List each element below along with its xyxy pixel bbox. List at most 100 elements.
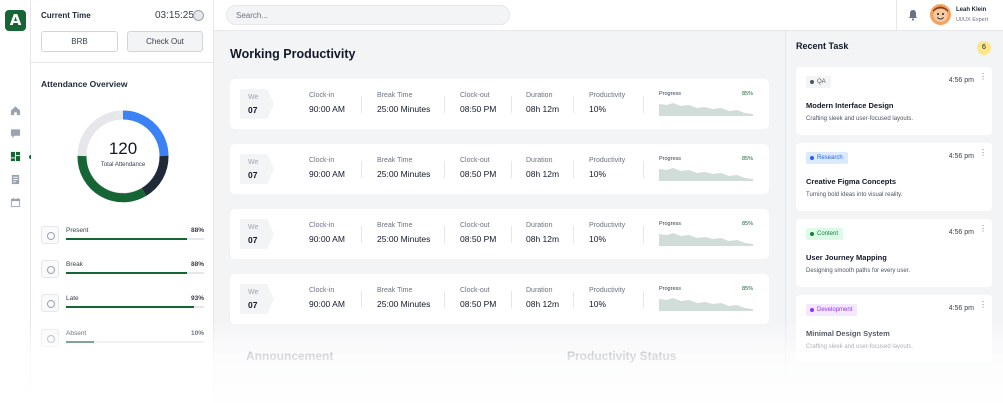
app-logo[interactable]: A — [5, 10, 26, 31]
stat-track — [66, 306, 204, 308]
column-label: Clock-in — [309, 222, 335, 229]
day-badge: We 07 — [240, 154, 274, 184]
progress-sparkline — [659, 298, 753, 311]
total-attendance-label: Total Attendance — [100, 162, 146, 168]
column-divider — [643, 291, 644, 308]
late-icon — [41, 294, 59, 312]
stat-percent: 93% — [190, 295, 204, 302]
task-tag: Research — [806, 152, 848, 164]
duration-column: Duration 08h 12m — [526, 287, 559, 309]
break-time-column: Break Time 25:00 Minutes — [377, 287, 430, 309]
progress-label: Progress — [659, 221, 682, 227]
task-card[interactable]: Content 4:56 pm ⋮ User Journey Mapping Desig… — [796, 219, 992, 287]
brb-button[interactable]: BRB — [41, 31, 118, 52]
break-icon — [41, 260, 59, 278]
day-number: 07 — [248, 170, 258, 180]
working-productivity-title: Working Productivity — [230, 47, 356, 61]
weekday: We — [248, 224, 259, 231]
task-description: Crafting sleek and user-focused layouts. — [806, 116, 914, 122]
more-options-icon[interactable]: ⋮ — [979, 148, 987, 157]
avatar-face-icon — [933, 6, 948, 22]
column-label: Clock-out — [460, 222, 490, 229]
column-value: 25:00 Minutes — [377, 104, 431, 114]
day-badge: We 07 — [240, 284, 274, 314]
column-divider — [361, 226, 362, 243]
column-divider — [511, 291, 512, 308]
column-divider — [361, 161, 362, 178]
weekday: We — [248, 159, 259, 166]
column-label: Clock-out — [460, 287, 490, 294]
task-title: Creative Figma Concepts — [806, 177, 897, 186]
stat-fill — [66, 238, 188, 240]
task-card[interactable]: Research 4:56 pm ⋮ Creative Figma Concepts T… — [796, 143, 992, 211]
task-title: Modern Interface Design — [806, 101, 894, 110]
column-divider — [511, 96, 512, 113]
column-divider — [643, 226, 644, 243]
day-number: 07 — [248, 235, 258, 245]
column-value: 08:50 PM — [460, 299, 497, 309]
stat-track — [66, 238, 204, 240]
productivity-card[interactable]: We 07 Clock-in 90:00 AM Break Time 25:00 Minu… — [230, 144, 769, 194]
attendance-overview-title: Attendance Overview — [41, 79, 128, 89]
present-icon — [41, 226, 59, 244]
column-label: Duration — [526, 92, 553, 99]
break-time-column: Break Time 25:00 Minutes — [377, 92, 430, 114]
stat-break: Break 88% — [41, 260, 204, 280]
column-label: Duration — [526, 287, 553, 294]
progress-percent: 85% — [742, 156, 754, 162]
column-label: Break Time — [377, 287, 413, 294]
topbar-divider — [896, 0, 897, 31]
more-options-icon[interactable]: ⋮ — [979, 224, 987, 233]
task-title: Minimal Design System — [806, 329, 890, 338]
avatar[interactable] — [930, 4, 951, 25]
productivity-column: Productivity 10% — [589, 92, 625, 114]
clock-out-column: Clock-out 08:50 PM — [460, 287, 496, 309]
column-value: 10% — [589, 104, 607, 114]
column-value: 08h 12m — [526, 169, 560, 179]
duration-column: Duration 08h 12m — [526, 222, 559, 244]
column-divider — [444, 226, 445, 243]
current-time-value: 03:15:25 — [155, 10, 194, 21]
column-label: Clock-in — [309, 92, 335, 99]
search-input[interactable] — [226, 5, 510, 25]
productivity-card[interactable]: We 07 Clock-in 90:00 AM Break Time 25:00 Minu… — [230, 274, 769, 324]
calendar-icon[interactable] — [10, 197, 21, 208]
announcement-title: Announcement — [246, 349, 334, 363]
clock-out-column: Clock-out 08:50 PM — [460, 92, 496, 114]
current-time-label: Current Time — [41, 11, 91, 20]
clock-in-column: Clock-in 90:00 AM — [309, 157, 345, 179]
column-label: Duration — [526, 222, 553, 229]
task-card[interactable]: QA 4:56 pm ⋮ Modern Interface Design Craftin… — [796, 67, 992, 135]
chat-icon[interactable] — [10, 128, 21, 139]
stat-name: Absent — [66, 330, 87, 337]
column-value: 08h 12m — [526, 299, 560, 309]
task-tag: Content — [806, 228, 844, 240]
stat-fill — [66, 341, 94, 343]
more-options-icon[interactable]: ⋮ — [979, 72, 987, 81]
bell-icon[interactable] — [907, 9, 919, 21]
productivity-card[interactable]: We 07 Clock-in 90:00 AM Break Time 25:00 Minu… — [230, 79, 769, 129]
dashboard-icon[interactable] — [10, 151, 21, 162]
column-label: Break Time — [377, 92, 413, 99]
weekday: We — [248, 94, 259, 101]
column-value: 25:00 Minutes — [377, 234, 431, 244]
stat-absent: Absent 10% — [41, 329, 204, 349]
document-icon[interactable] — [10, 174, 21, 185]
column-value: 90:00 AM — [309, 299, 345, 309]
column-divider — [444, 96, 445, 113]
attendance-donut-chart — [77, 110, 169, 203]
column-value: 25:00 Minutes — [377, 299, 431, 309]
task-card[interactable]: Development 4:56 pm ⋮ Minimal Design System… — [796, 295, 992, 363]
more-options-icon[interactable]: ⋮ — [979, 300, 987, 309]
user-role: UI/UX Expert — [956, 17, 989, 23]
productivity-status-title: Productivity Status — [567, 349, 677, 363]
day-badge: We 07 — [240, 219, 274, 249]
column-divider — [643, 161, 644, 178]
icon-rail: A — [0, 0, 33, 403]
clock-in-column: Clock-in 90:00 AM — [309, 222, 345, 244]
stat-name: Present — [66, 227, 89, 234]
home-icon[interactable] — [10, 105, 21, 116]
check-out-button[interactable]: Check Out — [127, 31, 203, 52]
productivity-card[interactable]: We 07 Clock-in 90:00 AM Break Time 25:00 Minu… — [230, 209, 769, 259]
duration-column: Duration 08h 12m — [526, 92, 559, 114]
